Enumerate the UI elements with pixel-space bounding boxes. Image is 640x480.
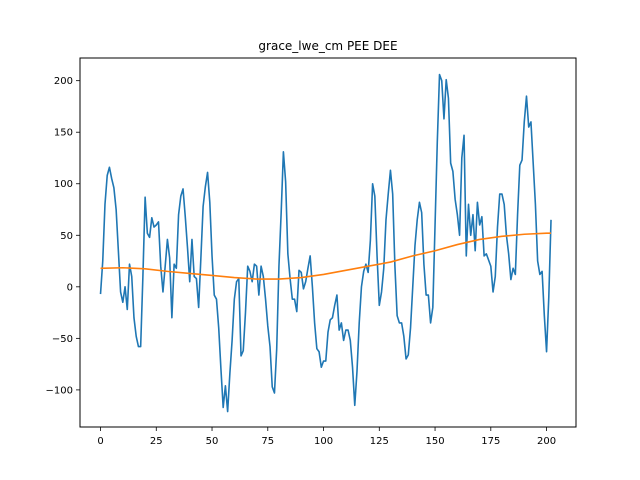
- x-tick-label-6: 150: [426, 436, 445, 447]
- y-tick-label-2: 0: [67, 282, 73, 293]
- y-tick-label-4: 100: [54, 179, 73, 190]
- x-tick-label-3: 75: [261, 436, 274, 447]
- y-tick-label-3: 50: [60, 231, 73, 242]
- y-tick-label-0: −100: [46, 385, 73, 396]
- x-tick-label-0: 0: [97, 436, 103, 447]
- y-tick-label-1: −50: [52, 334, 73, 345]
- y-tick-label-6: 200: [54, 76, 73, 87]
- axes-layer: 0 25 50 75 100 125 150 175 200 −100 −50 0 50 100 150 20…: [46, 57, 577, 447]
- x-tick-label-8: 200: [537, 436, 556, 447]
- plot-frame: [79, 57, 577, 428]
- series-line-0: [99, 73, 552, 413]
- x-tick-label-7: 175: [481, 436, 500, 447]
- series-layer: [99, 73, 552, 413]
- x-tick-label-4: 100: [314, 436, 333, 447]
- x-tick-label-5: 125: [370, 436, 389, 447]
- chart-title: grace_lwe_cm PEE DEE: [258, 39, 397, 53]
- series-line-1: [100, 232, 552, 280]
- x-tick-label-2: 50: [206, 436, 219, 447]
- y-tick-label-5: 150: [54, 128, 73, 139]
- x-tick-label-1: 25: [150, 436, 163, 447]
